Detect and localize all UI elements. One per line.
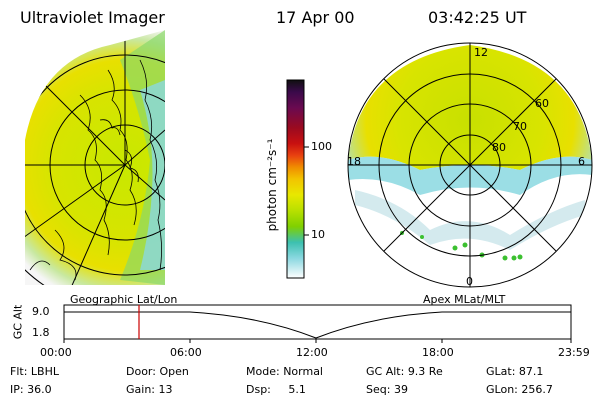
info-glat-label: GLat:	[486, 365, 516, 378]
info-flt: Flt: LBHL	[10, 365, 59, 378]
info-mode-label: Mode:	[246, 365, 280, 378]
info-seq-label: Seq:	[366, 383, 391, 396]
info-gain-label: Gain:	[126, 383, 155, 396]
alt-xtick-0: 00:00	[40, 346, 72, 359]
info-ip-label: IP:	[10, 383, 24, 396]
info-seq: Seq: 39	[366, 383, 408, 396]
info-mode: Mode: Normal	[246, 365, 323, 378]
info-dsp-label: Dsp:	[246, 383, 271, 396]
colorbar-tick-10: 10	[311, 228, 325, 241]
info-dsp-value: 5.1	[288, 383, 306, 396]
alt-xtick-1: 06:00	[170, 346, 202, 359]
info-gain: Gain: 13	[126, 383, 173, 396]
alt-ytick-high: 9.0	[32, 305, 50, 318]
mlt-label-6: 6	[578, 155, 585, 168]
info-ip: IP: 36.0	[10, 383, 52, 396]
info-gcalt-label: GC Alt:	[366, 365, 405, 378]
info-glon-label: GLon:	[486, 383, 518, 396]
alt-ylabel: GC Alt	[11, 304, 25, 340]
info-glat: GLat: 87.1	[486, 365, 543, 378]
info-ip-value: 36.0	[27, 383, 52, 396]
geographic-label: Geographic Lat/Lon	[70, 293, 178, 306]
apex-label: Apex MLat/MLT	[423, 293, 506, 306]
colorbar-tick-100: 100	[311, 140, 332, 153]
time-label: 03:42:25 UT	[428, 8, 527, 27]
info-glon-value: 256.7	[521, 383, 553, 396]
mlat-label-80: 80	[492, 141, 506, 154]
alt-xtick-4: 23:59	[558, 346, 590, 359]
info-door: Door: Open	[126, 365, 189, 378]
info-glat-value: 87.1	[518, 365, 544, 378]
alt-xtick-3: 18:00	[422, 346, 454, 359]
info-flt-label: Flt:	[10, 365, 28, 378]
mlat-label-70: 70	[513, 120, 527, 133]
info-seq-value: 39	[393, 383, 408, 396]
info-gcalt-value: 9.3 Re	[407, 365, 443, 378]
alt-ytick-low: 1.8	[32, 326, 50, 339]
info-gcalt: GC Alt: 9.3 Re	[366, 365, 443, 378]
alt-xtick-2: 12:00	[296, 346, 328, 359]
info-door-label: Door:	[126, 365, 156, 378]
info-door-value: Open	[159, 365, 189, 378]
info-flt-value: LBHL	[30, 365, 59, 378]
mlat-label-60: 60	[535, 97, 549, 110]
info-mode-value: Normal	[283, 365, 323, 378]
instrument-title: Ultraviolet Imager	[20, 8, 165, 27]
info-gain-value: 13	[158, 383, 173, 396]
mlt-label-18: 18	[347, 155, 361, 168]
mlt-label-0: 0	[466, 275, 473, 288]
info-dsp: Dsp: 5.1	[246, 383, 306, 396]
info-glon: GLon: 256.7	[486, 383, 553, 396]
date-label: 17 Apr 00	[276, 8, 355, 27]
mlt-label-12: 12	[474, 46, 488, 59]
